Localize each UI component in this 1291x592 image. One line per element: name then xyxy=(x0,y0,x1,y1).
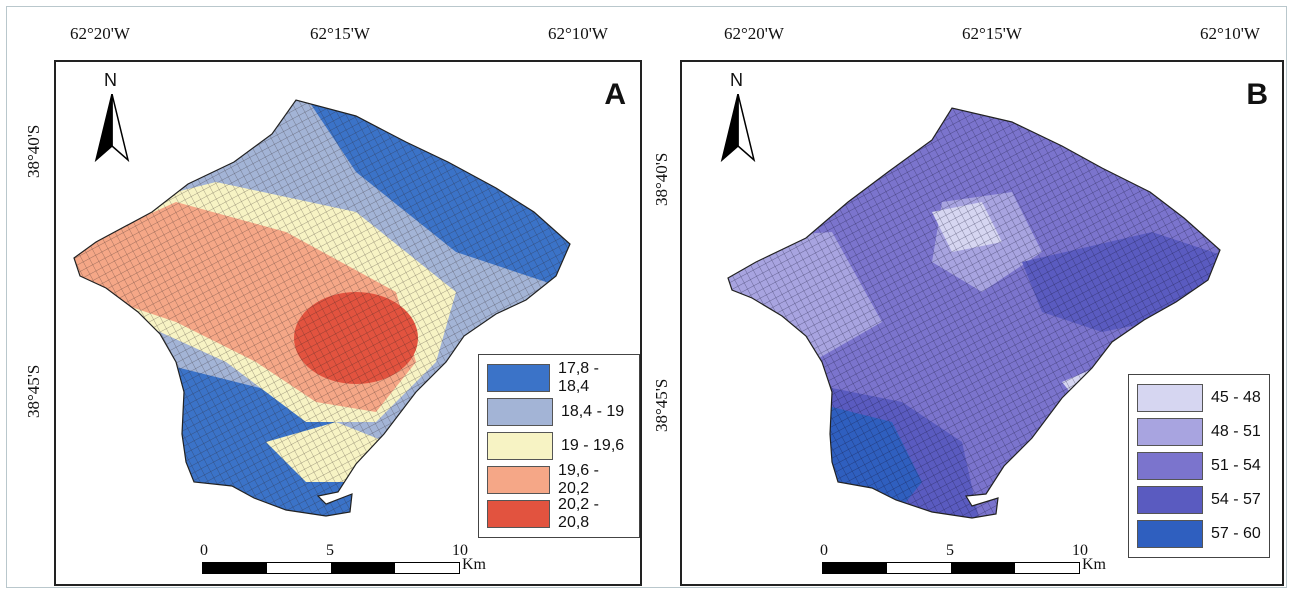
legend-swatch xyxy=(1137,486,1203,514)
north-arrow-icon: N xyxy=(718,70,758,163)
coord-label-lon: 62°10'W xyxy=(548,24,608,43)
scale-tick: 10 xyxy=(1072,542,1088,559)
scale-bar-segments xyxy=(822,562,1080,574)
value-map xyxy=(727,107,1221,519)
map-panel-b: N B 45 - 48 48 - 51 51 - 54 54 - 57 57 -… xyxy=(680,60,1284,586)
coord-label-lon: 62°15'W xyxy=(962,24,1022,43)
north-label: N xyxy=(730,70,743,90)
north-arrow-icon: N xyxy=(92,70,132,163)
scale-tick: 0 xyxy=(200,542,208,559)
legend-item: 19,6 - 20,2 xyxy=(487,462,631,497)
legend-swatch xyxy=(487,466,551,494)
panel-letter: B xyxy=(1246,78,1268,111)
coord-label-lon: 62°10'W xyxy=(1200,24,1260,43)
panel-letter: A xyxy=(604,78,626,111)
legend-item: 45 - 48 xyxy=(1137,381,1261,415)
map-panel-a: N A 17,8 - 18,4 18,4 - 19 19 - 19,6 19,6… xyxy=(54,60,642,586)
scale-unit: Km xyxy=(462,556,486,573)
legend-label: 18,4 - 19 xyxy=(561,403,625,420)
coord-label-lon: 62°20'W xyxy=(70,24,130,43)
scale-tick: 5 xyxy=(946,542,954,559)
legend-swatch xyxy=(1137,452,1203,480)
legend-label: 48 - 51 xyxy=(1211,423,1261,440)
legend-item: 54 - 57 xyxy=(1137,483,1261,517)
temperature-map xyxy=(73,99,571,517)
legend-swatch xyxy=(487,500,551,528)
scale-tick: 5 xyxy=(326,542,334,559)
coord-label-lon: 62°20'W xyxy=(724,24,784,43)
scale-tick: 10 xyxy=(452,542,468,559)
legend-item: 18,4 - 19 xyxy=(487,395,631,429)
legend-item: 51 - 54 xyxy=(1137,449,1261,483)
scale-unit: Km xyxy=(1082,556,1106,573)
scale-bar: 0 5 10 Km xyxy=(820,542,1106,582)
legend-item: 57 - 60 xyxy=(1137,517,1261,551)
scale-tick: 0 xyxy=(820,542,828,559)
legend-item: 48 - 51 xyxy=(1137,415,1261,449)
legend-label: 51 - 54 xyxy=(1211,457,1261,474)
north-label: N xyxy=(104,70,117,90)
legend-swatch xyxy=(1137,418,1203,446)
legend-item: 19 - 19,6 xyxy=(487,429,631,463)
legend-label: 45 - 48 xyxy=(1211,389,1261,406)
legend-item: 17,8 - 18,4 xyxy=(487,360,631,395)
legend-item: 20,2 - 20,8 xyxy=(487,496,631,531)
legend-swatch xyxy=(487,398,553,426)
legend-label: 17,8 - 18,4 xyxy=(558,360,599,395)
legend-label: 20,2 - 20,8 xyxy=(558,496,599,531)
legend-swatch xyxy=(487,432,553,460)
legend-swatch xyxy=(1137,384,1203,412)
figure-frame xyxy=(6,6,1287,588)
legend-label: 54 - 57 xyxy=(1211,491,1261,508)
legend-label: 57 - 60 xyxy=(1211,525,1261,542)
coord-label-lon: 62°15'W xyxy=(310,24,370,43)
legend-label: 19,6 - 20,2 xyxy=(558,462,599,497)
coord-label-lat: 38°45'S xyxy=(652,378,671,432)
coord-label-lat: 38°40'S xyxy=(652,152,671,206)
coord-label-lat: 38°45'S xyxy=(24,364,43,418)
map-legend: 17,8 - 18,4 18,4 - 19 19 - 19,6 19,6 - 2… xyxy=(478,354,640,538)
map-legend: 45 - 48 48 - 51 51 - 54 54 - 57 57 - 60 xyxy=(1128,374,1270,558)
scale-bar-segments xyxy=(202,562,460,574)
legend-swatch xyxy=(1137,520,1203,548)
legend-swatch xyxy=(487,364,551,392)
legend-label: 19 - 19,6 xyxy=(561,437,625,454)
scale-bar: 0 5 10 Km xyxy=(200,542,486,582)
coord-label-lat: 38°40'S xyxy=(24,124,43,178)
